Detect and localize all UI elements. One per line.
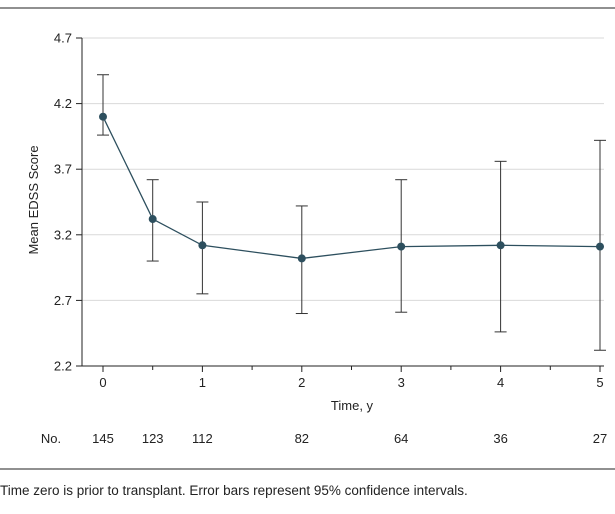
data-point (397, 242, 406, 251)
number-at-risk-count: 82 (295, 431, 309, 446)
y-tick-label: 4.7 (54, 31, 72, 46)
figure-caption: Time zero is prior to transplant. Error … (0, 483, 468, 498)
x-tick-label: 1 (199, 375, 206, 390)
number-at-risk-count: 145 (92, 431, 114, 446)
series-mean-edss (97, 74, 606, 351)
series-line (102, 116, 601, 260)
y-tick-label: 3.7 (54, 162, 72, 177)
y-tick-label: 4.2 (54, 96, 72, 111)
number-at-risk-count: 27 (593, 431, 607, 446)
data-point (99, 112, 107, 121)
number-at-risk-row: No. 145 123 112 82 64 36 27 (41, 431, 607, 446)
data-point (198, 241, 207, 250)
gridlines (82, 37, 604, 301)
number-at-risk-count: 64 (394, 431, 408, 446)
y-tick-labels: 2.2 2.7 3.2 3.7 4.2 4.7 (54, 31, 72, 374)
data-point (496, 241, 505, 250)
data-point (148, 215, 157, 224)
x-tick-label: 0 (99, 375, 106, 390)
x-axis-title: Time, y (331, 398, 374, 413)
data-point (596, 242, 604, 251)
x-tick-label: 4 (497, 375, 504, 390)
x-tick-label: 3 (398, 375, 405, 390)
number-at-risk-count: 112 (192, 431, 213, 446)
y-axis-title: Mean EDSS Score (26, 145, 41, 254)
data-point (297, 254, 306, 263)
number-at-risk-count: 123 (142, 431, 164, 446)
axes (76, 37, 604, 372)
y-tick-label: 2.7 (54, 293, 72, 308)
x-tick-label: 2 (298, 375, 305, 390)
y-tick-label: 3.2 (54, 227, 72, 242)
x-tick-labels: 0 1 2 3 4 5 (99, 375, 603, 390)
y-tick-label: 2.2 (54, 359, 72, 374)
x-tick-label: 5 (596, 375, 603, 390)
number-at-risk-count: 36 (493, 431, 507, 446)
number-at-risk-label: No. (41, 431, 61, 446)
